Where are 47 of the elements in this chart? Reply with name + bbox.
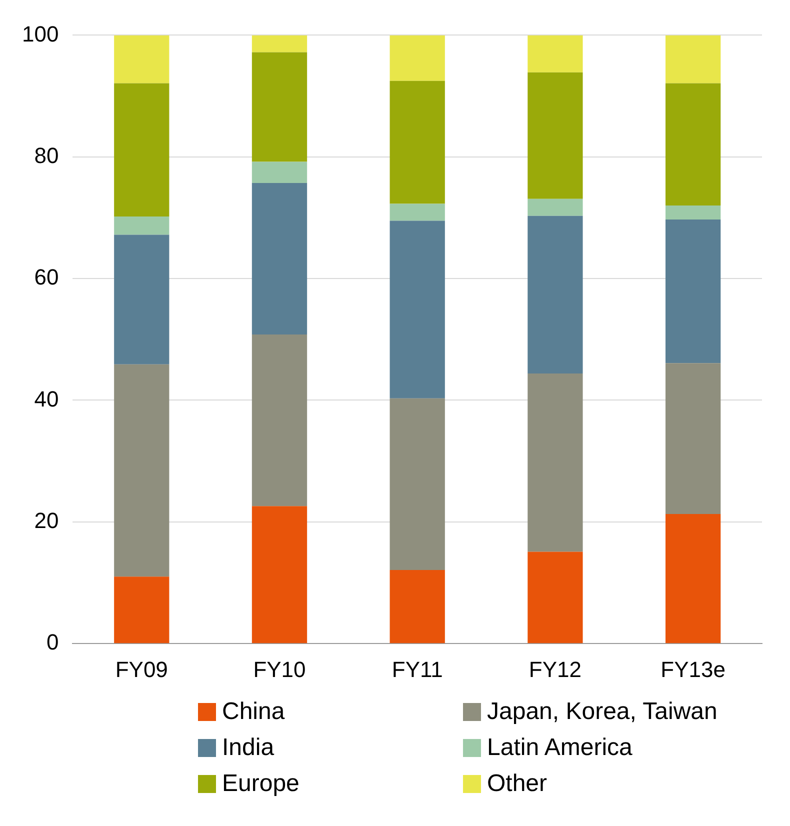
x-tick-label: FY12 [528, 656, 582, 682]
bar [114, 576, 170, 644]
bar [390, 570, 445, 644]
bar [252, 183, 308, 335]
y-tick-label: 80 [34, 142, 59, 168]
bar [252, 506, 308, 644]
x-tick-label: FY09 [115, 656, 168, 682]
x-tick-label: FY10 [253, 656, 306, 682]
bar [528, 198, 583, 216]
bar [252, 52, 308, 162]
legend-label: Europe [222, 770, 300, 798]
bar [666, 220, 721, 364]
bar [666, 206, 721, 220]
bar [666, 514, 721, 644]
legend-label: India [222, 734, 274, 762]
legend-label: China [222, 698, 285, 726]
bar [390, 220, 445, 398]
y-tick-label: 40 [34, 386, 59, 412]
bar [114, 216, 170, 235]
bar [114, 364, 170, 577]
bar [528, 552, 583, 644]
bar [252, 35, 308, 52]
bar [114, 234, 170, 364]
x-tick-label: FY13e [660, 656, 726, 682]
bar [528, 72, 583, 199]
bar [390, 398, 445, 570]
bar [390, 204, 445, 221]
legend-label: Other [487, 770, 548, 798]
legend-label: Latin America [487, 734, 632, 762]
bar [528, 216, 583, 374]
bar [666, 35, 721, 84]
bar [528, 373, 583, 552]
bar [666, 363, 721, 514]
x-tick-label: FY11 [392, 656, 443, 682]
y-tick-label: 100 [22, 21, 59, 46]
bar [114, 35, 170, 84]
bar [252, 334, 308, 506]
bar [114, 83, 170, 217]
y-tick-label: 60 [34, 264, 59, 290]
y-tick-label: 0 [46, 630, 59, 655]
legend-label: Japan, Korea, Taiwan [487, 698, 718, 726]
bar [666, 83, 721, 206]
bar [528, 35, 583, 72]
bar [390, 80, 445, 204]
y-tick-label: 20 [34, 508, 59, 533]
bar [390, 35, 445, 81]
bar [252, 162, 308, 184]
